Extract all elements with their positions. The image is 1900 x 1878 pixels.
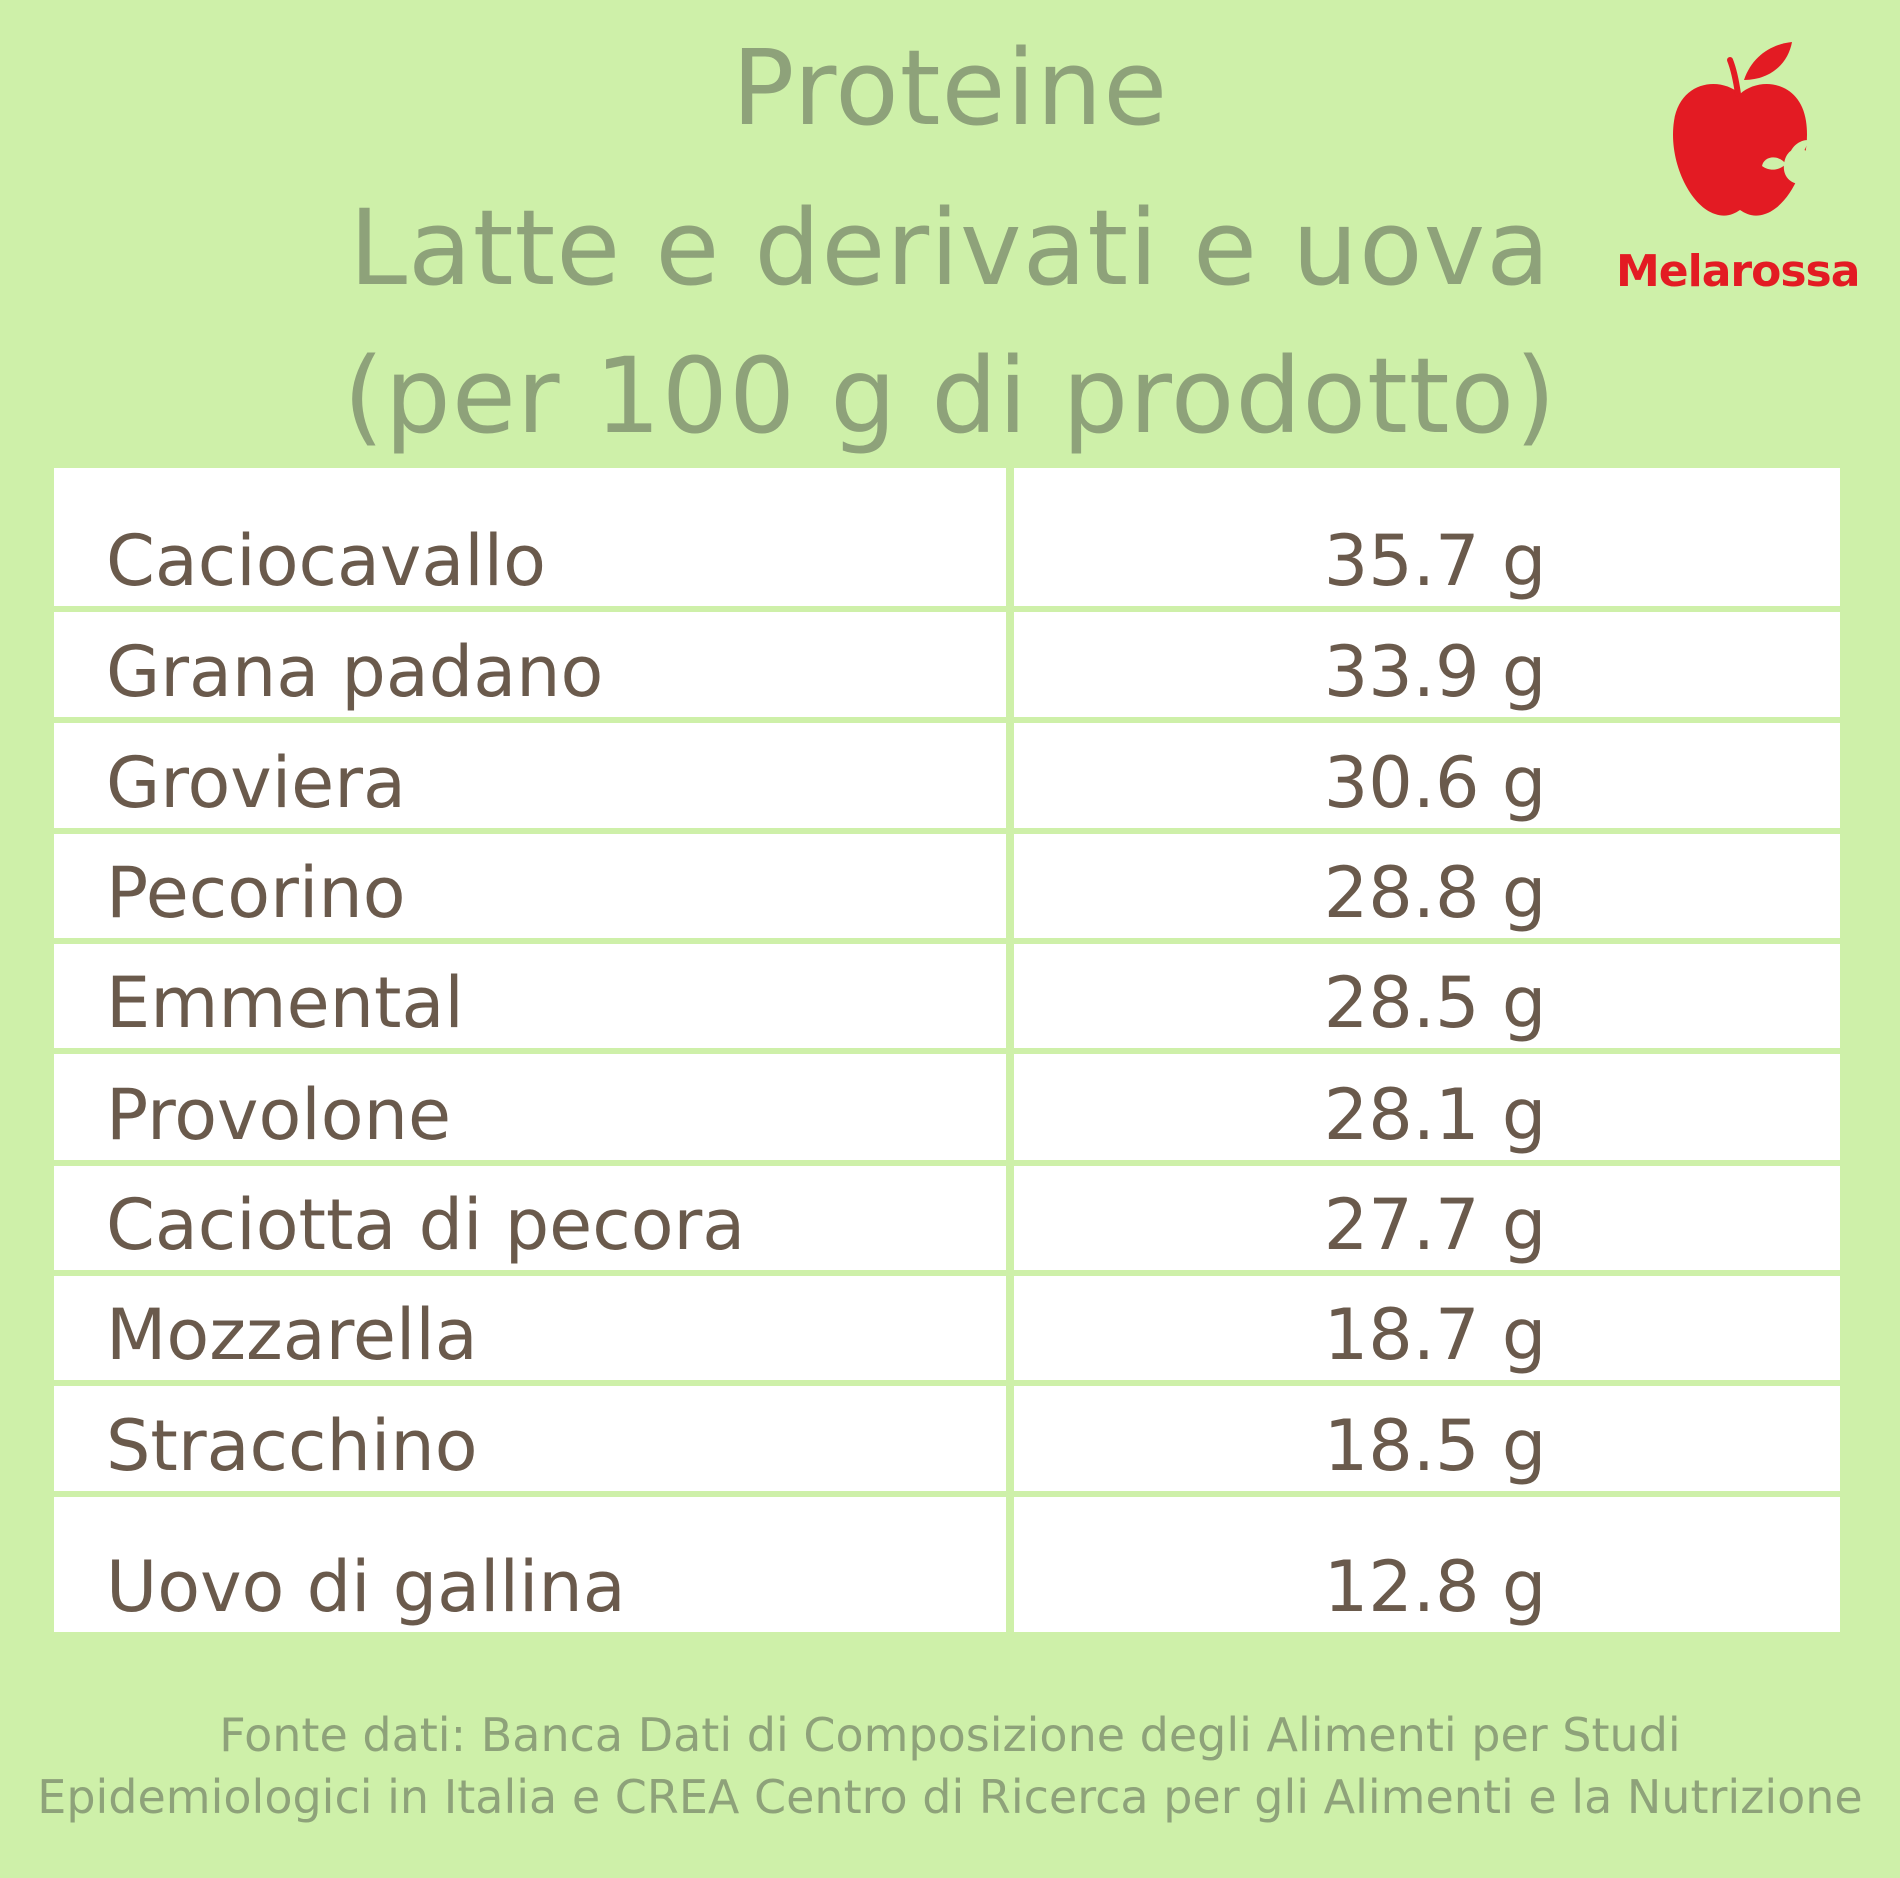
protein-value: 12.8 g: [1323, 1546, 1547, 1628]
food-name: Groviera: [106, 742, 406, 824]
food-cell: Caciotta di pecora: [54, 1166, 1006, 1270]
food-cell: Emmental: [54, 944, 1006, 1048]
food-cell: Groviera: [54, 723, 1006, 828]
title-line-2: Latte e derivati e uova: [349, 187, 1551, 309]
title-line-1: Proteine: [731, 27, 1169, 149]
table-row: Groviera 30.6 g: [54, 723, 1840, 828]
food-name: Grana padano: [106, 631, 604, 713]
source-line-1: Fonte dati: Banca Dati di Composizione d…: [219, 1708, 1681, 1762]
table-row: Caciocavallo 35.7 g: [54, 468, 1840, 606]
food-name: Uovo di gallina: [106, 1546, 626, 1628]
food-cell: Uovo di gallina: [54, 1497, 1006, 1632]
protein-cell: 35.7 g: [1014, 468, 1840, 606]
food-cell: Mozzarella: [54, 1276, 1006, 1380]
food-cell: Provolone: [54, 1054, 1006, 1160]
logo-label: Melarossa: [1616, 246, 1860, 297]
food-name: Emmental: [106, 962, 464, 1044]
food-cell: Pecorino: [54, 834, 1006, 938]
table-row: Pecorino 28.8 g: [54, 834, 1840, 938]
food-cell: Stracchino: [54, 1386, 1006, 1491]
food-name: Provolone: [106, 1074, 452, 1156]
table-row: Grana padano 33.9 g: [54, 612, 1840, 717]
protein-value: 33.9 g: [1323, 631, 1547, 713]
food-name: Mozzarella: [106, 1294, 478, 1376]
protein-cell: 18.7 g: [1014, 1276, 1840, 1380]
protein-value: 28.8 g: [1323, 852, 1547, 934]
protein-cell: 33.9 g: [1014, 612, 1840, 717]
melarossa-logo: Melarossa: [1616, 36, 1876, 297]
protein-cell: 28.5 g: [1014, 944, 1840, 1048]
food-name: Caciotta di pecora: [106, 1184, 746, 1266]
table-row: Caciotta di pecora 27.7 g: [54, 1166, 1840, 1270]
source-line-2: Epidemiologici in Italia e CREA Centro d…: [37, 1770, 1863, 1824]
apple-icon: [1673, 42, 1810, 216]
table-row: Provolone 28.1 g: [54, 1054, 1840, 1160]
protein-value: 27.7 g: [1323, 1184, 1547, 1266]
table-row: Stracchino 18.5 g: [54, 1386, 1840, 1491]
food-cell: Caciocavallo: [54, 468, 1006, 606]
table-row: Mozzarella 18.7 g: [54, 1276, 1840, 1380]
food-cell: Grana padano: [54, 612, 1006, 717]
food-name: Stracchino: [106, 1405, 478, 1487]
protein-value: 28.5 g: [1323, 962, 1547, 1044]
protein-value: 28.1 g: [1323, 1074, 1547, 1156]
protein-cell: 30.6 g: [1014, 723, 1840, 828]
table-row: Uovo di gallina 12.8 g: [54, 1497, 1840, 1632]
title-line-3: (per 100 g di prodotto): [343, 335, 1557, 457]
food-name: Caciocavallo: [106, 520, 546, 602]
protein-table: Caciocavallo 35.7 g Grana padano 33.9 g Grov…: [54, 468, 1840, 1632]
protein-cell: 18.5 g: [1014, 1386, 1840, 1491]
protein-value: 35.7 g: [1323, 520, 1547, 602]
protein-cell: 27.7 g: [1014, 1166, 1840, 1270]
protein-cell: 28.1 g: [1014, 1054, 1840, 1160]
protein-cell: 12.8 g: [1014, 1497, 1840, 1632]
protein-value: 18.7 g: [1323, 1294, 1547, 1376]
protein-value: 18.5 g: [1323, 1405, 1547, 1487]
table-row: Emmental 28.5 g: [54, 944, 1840, 1048]
protein-value: 30.6 g: [1323, 742, 1547, 824]
protein-cell: 28.8 g: [1014, 834, 1840, 938]
food-name: Pecorino: [106, 852, 406, 934]
